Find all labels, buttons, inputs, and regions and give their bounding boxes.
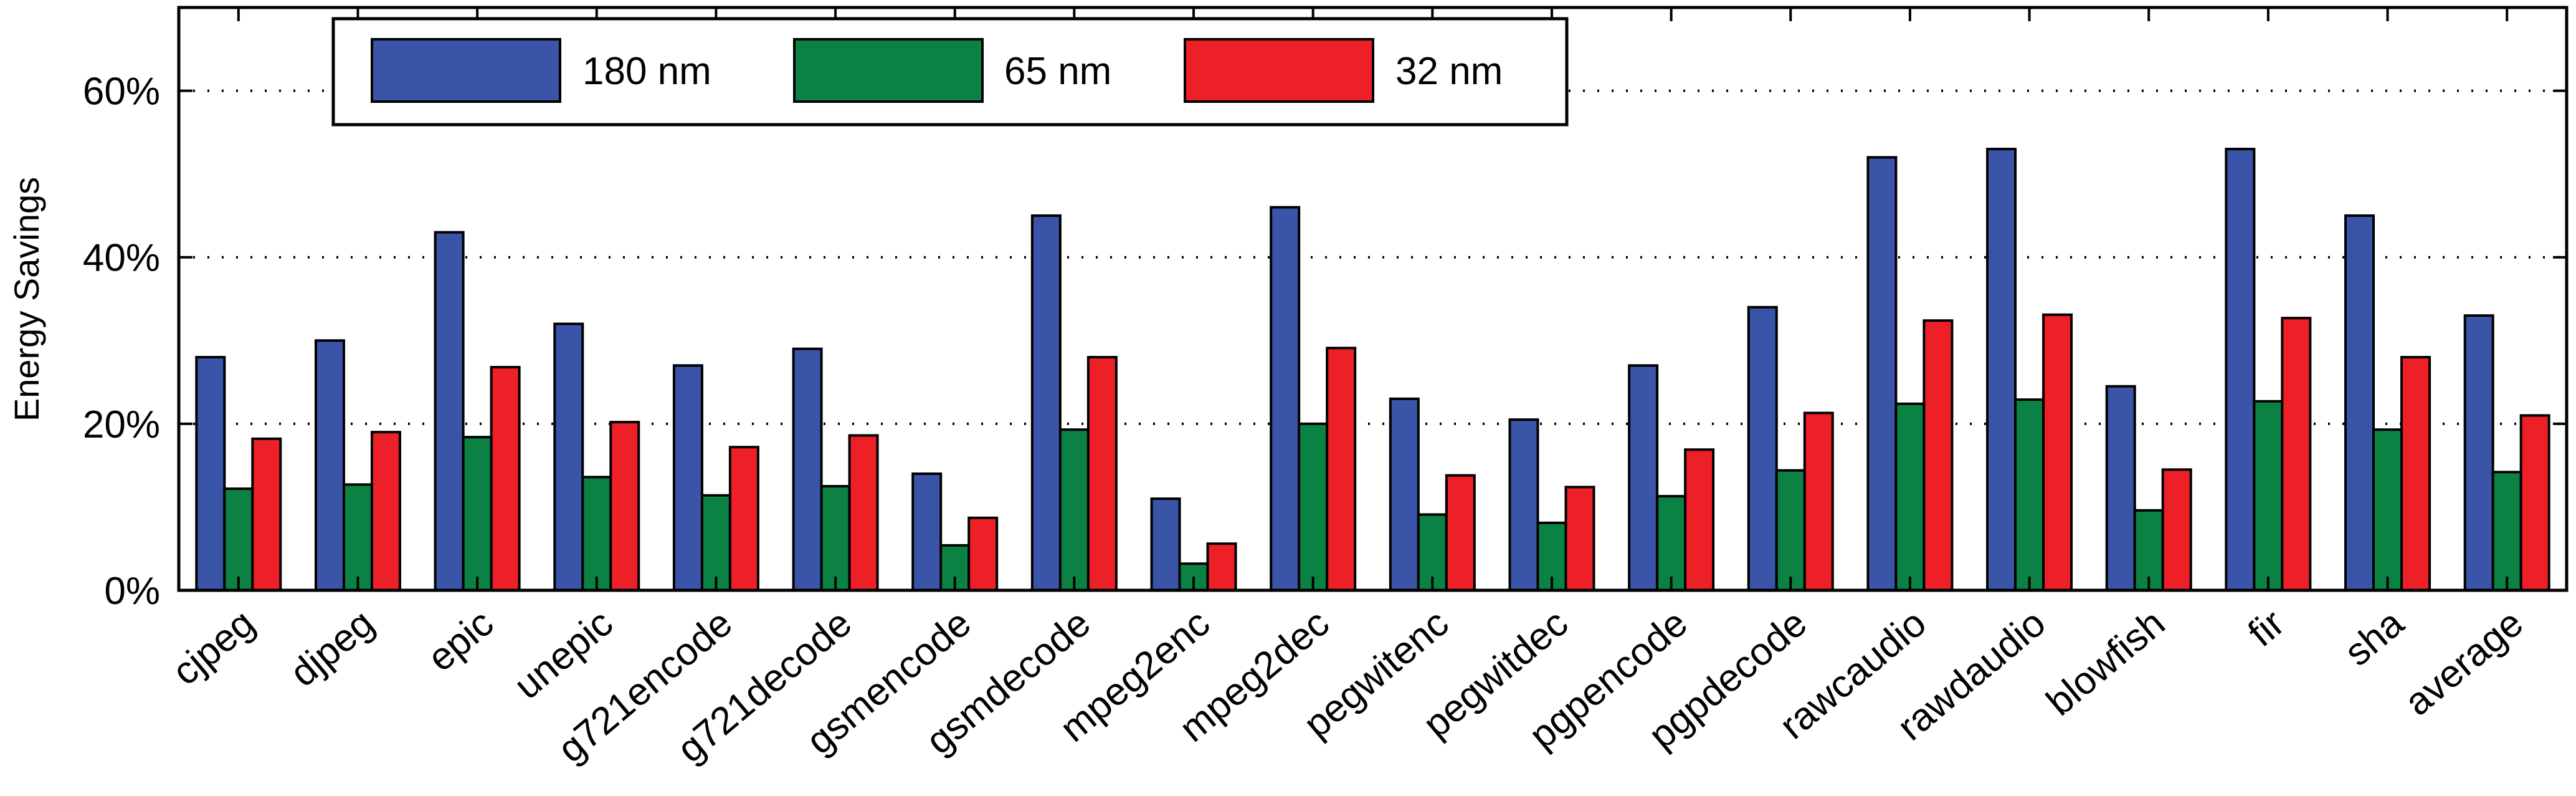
bar-epic-65nm [462, 436, 493, 592]
bar-pegwitdec-180nm [1508, 418, 1539, 592]
bar-epic-180nm [434, 231, 465, 592]
bar-gsmencode-32nm [967, 516, 999, 592]
bar-fir-32nm [2281, 317, 2312, 592]
bar-rawcaudio-65nm [1894, 402, 1926, 592]
bar-pgpdecode-65nm [1775, 469, 1806, 592]
bar-pegwitenc-32nm [1445, 474, 1476, 592]
bar-pgpencode-65nm [1656, 495, 1687, 592]
bar-sha-65nm [2372, 428, 2403, 592]
y-tick-label-0: 0% [104, 570, 160, 613]
x-tick-label-djpeg: djpeg [282, 602, 383, 695]
bar-pegwitenc-180nm [1389, 397, 1420, 592]
x-tick-label-sha: sha [2337, 602, 2412, 674]
bar-mpeg2dec-32nm [1326, 347, 1357, 592]
bar-gsmencode-180nm [911, 472, 943, 592]
bar-mpeg2dec-65nm [1298, 422, 1329, 592]
bar-blowfish-180nm [2105, 385, 2136, 592]
bar-cjpeg-65nm [223, 487, 254, 592]
legend-swatch-180nm [371, 38, 561, 103]
bar-djpeg-32nm [370, 431, 401, 592]
plot-frame [177, 6, 2569, 592]
bar-sha-180nm [2344, 214, 2375, 592]
bar-unepic-32nm [609, 421, 640, 592]
y-tick-label-60: 60% [83, 70, 160, 113]
x-tick-label-average: average [2397, 602, 2531, 724]
bar-pegwitdec-32nm [1564, 486, 1595, 592]
bar-djpeg-180nm [314, 339, 345, 592]
bar-g721encode-32nm [728, 446, 759, 592]
legend-label-32nm: 32 nm [1395, 50, 1503, 93]
bar-cjpeg-180nm [195, 356, 226, 592]
bar-g721encode-65nm [700, 494, 731, 592]
bar-gsmdecode-32nm [1086, 356, 1118, 592]
y-tick-labels: 0% 20% 40% 60% [83, 70, 160, 613]
bar-gsmdecode-180nm [1030, 214, 1062, 592]
x-tick-label-blowfish: blowfish [2038, 602, 2173, 724]
bar-cjpeg-32nm [251, 437, 282, 592]
legend-label-65nm: 65 nm [1004, 50, 1111, 93]
legend: 180 nm 65 nm 32 nm [331, 17, 1569, 127]
x-tick-label-epic: epic [420, 602, 501, 680]
bar-djpeg-65nm [342, 483, 373, 592]
bar-rawdaudio-32nm [2042, 313, 2073, 592]
y-tick-label-20: 20% [83, 403, 160, 446]
bar-g721encode-180nm [672, 364, 703, 592]
bar-g721decode-180nm [792, 347, 823, 592]
bar-rawcaudio-180nm [1866, 156, 1898, 592]
grid-lines [179, 89, 2567, 425]
bar-rawdaudio-180nm [1986, 148, 2017, 592]
bar-pgpdecode-32nm [1803, 411, 1834, 592]
y-axis-label: Energy Savings [7, 177, 46, 421]
bar-average-32nm [2519, 414, 2550, 592]
legend-swatch-65nm [793, 38, 984, 103]
bar-g721decode-32nm [848, 434, 879, 592]
bar-unepic-180nm [553, 322, 584, 592]
bar-average-180nm [2463, 314, 2494, 592]
bar-pgpencode-180nm [1628, 364, 1659, 592]
bars [195, 148, 2550, 592]
bar-fir-65nm [2253, 400, 2284, 592]
x-tick-label-cjpeg: cjpeg [164, 602, 263, 694]
bar-fir-180nm [2225, 148, 2256, 592]
x-tick-labels: cjpeg djpeg epic unepicg721encodeg721decode… [164, 602, 2531, 772]
legend-label-180nm: 180 nm [582, 50, 711, 93]
bar-mpeg2enc-180nm [1150, 497, 1181, 592]
bar-mpeg2enc-32nm [1206, 542, 1237, 592]
bar-pgpdecode-180nm [1747, 305, 1778, 592]
bar-sha-32nm [2400, 356, 2431, 592]
bar-blowfish-32nm [2161, 468, 2192, 592]
bar-rawdaudio-65nm [2014, 398, 2045, 592]
bar-g721decode-65nm [820, 485, 851, 592]
bar-epic-32nm [490, 366, 521, 592]
bar-gsmdecode-65nm [1058, 428, 1090, 592]
bar-unepic-65nm [581, 476, 612, 592]
bar-rawcaudio-32nm [1922, 319, 1954, 592]
bar-mpeg2dec-180nm [1270, 206, 1301, 592]
bar-pgpencode-32nm [1684, 448, 1715, 592]
x-tick-label-unepic: unepic [506, 602, 620, 707]
legend-swatch-32nm [1184, 38, 1374, 103]
x-tick-label-fir: fir [2240, 602, 2293, 655]
bar-average-65nm [2491, 471, 2522, 592]
y-tick-label-40: 40% [83, 237, 160, 280]
